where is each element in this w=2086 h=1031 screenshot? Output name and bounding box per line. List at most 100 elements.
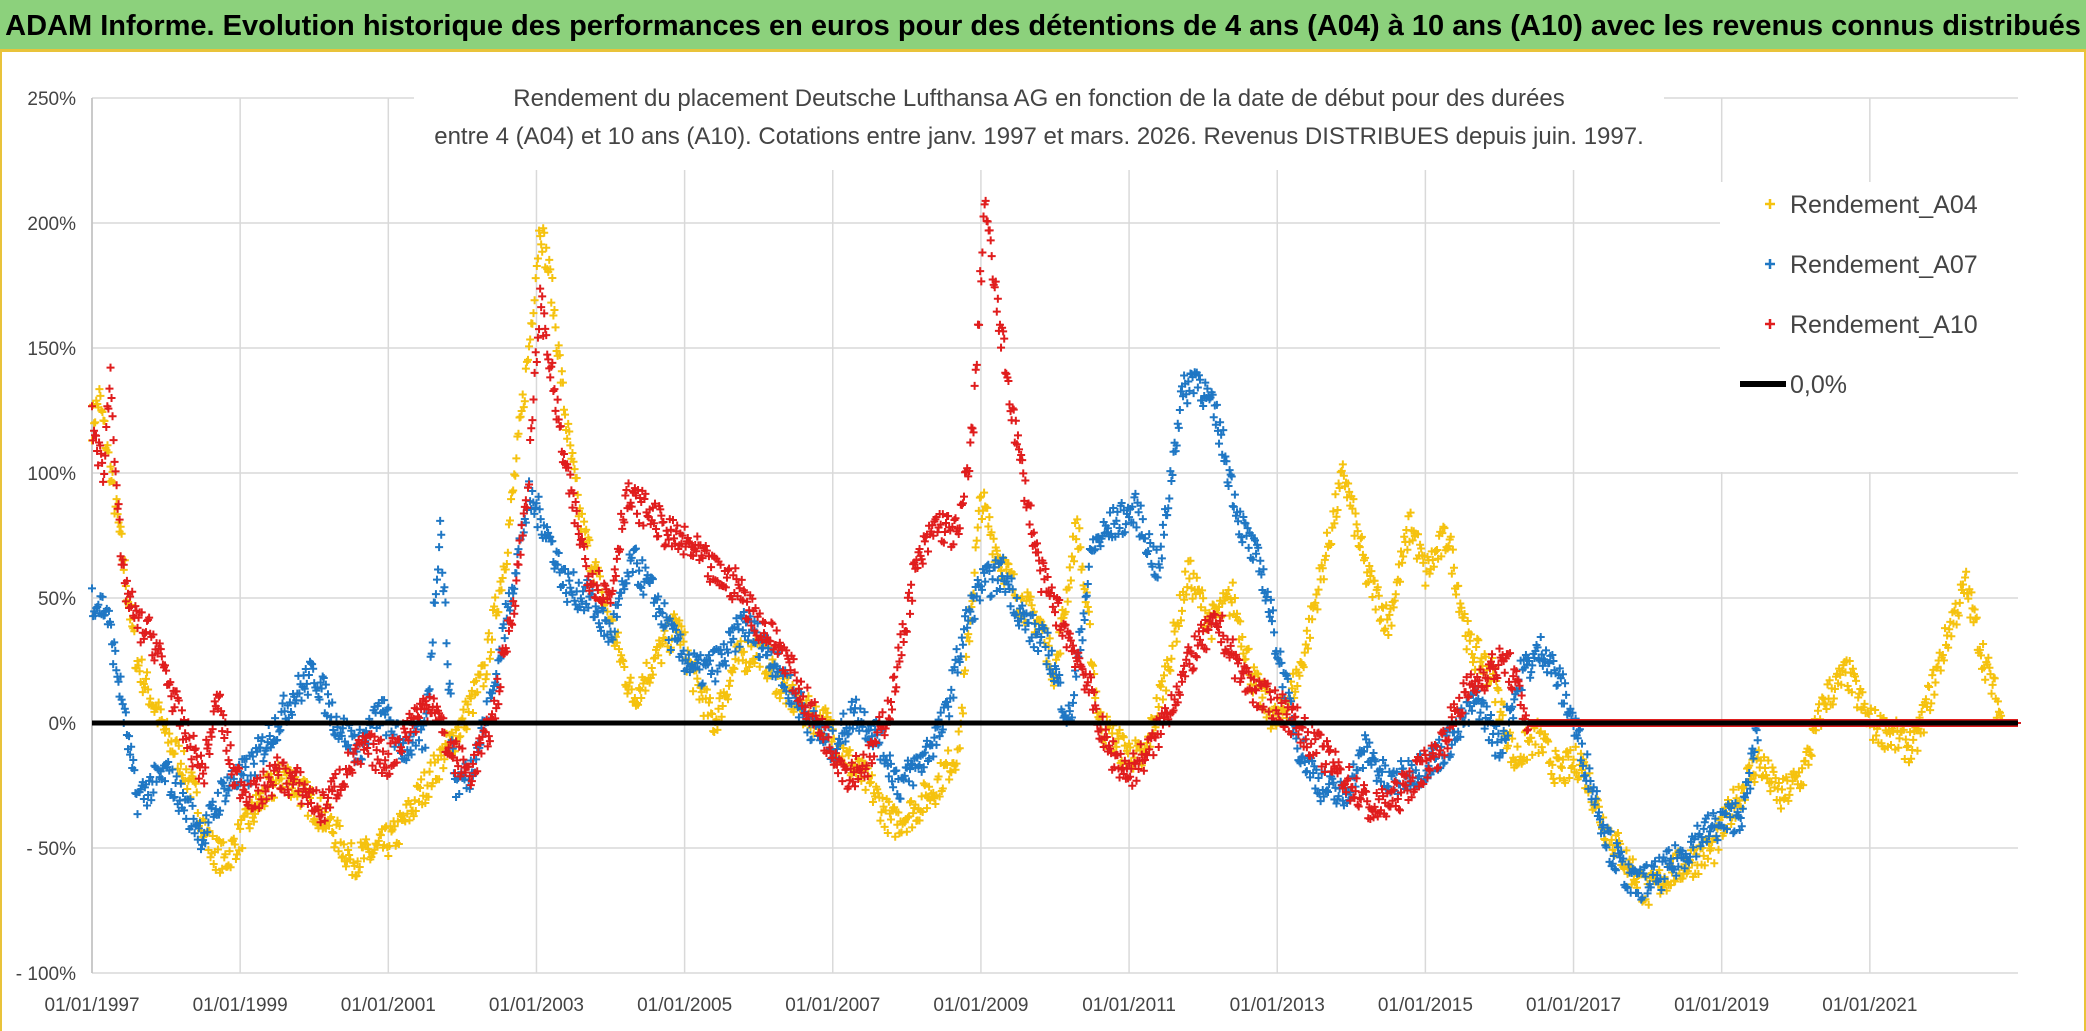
data-point [959, 492, 968, 501]
data-point [1459, 613, 1468, 622]
data-point [1556, 762, 1565, 771]
data-point [1183, 583, 1192, 592]
data-point [152, 703, 161, 712]
data-point [106, 462, 115, 471]
data-point [964, 630, 973, 639]
data-point [328, 827, 337, 836]
data-point [1176, 616, 1185, 625]
data-point [532, 261, 541, 270]
data-point [954, 727, 963, 736]
data-point [1198, 586, 1207, 595]
data-point [1852, 676, 1861, 685]
data-point [1477, 654, 1486, 663]
data-point [1026, 592, 1035, 601]
data-point [1528, 750, 1537, 759]
data-point [736, 637, 745, 646]
data-point [707, 563, 716, 572]
data-point [1578, 765, 1586, 774]
data-point [509, 486, 518, 495]
data-point [561, 410, 570, 419]
data-point [1391, 590, 1400, 599]
data-point [462, 725, 471, 734]
data-point [1299, 663, 1308, 672]
data-point [332, 712, 341, 721]
data-point [1375, 616, 1384, 625]
data-point [1565, 774, 1574, 783]
data-point [1540, 730, 1549, 739]
data-point [997, 343, 1006, 352]
data-point [706, 694, 715, 703]
data-point [569, 568, 578, 577]
data-point [1544, 737, 1553, 746]
data-point [1238, 538, 1247, 547]
data-point [226, 863, 235, 872]
data-point [891, 687, 900, 696]
data-point [935, 792, 944, 801]
data-point [1165, 494, 1174, 503]
data-point [802, 696, 811, 705]
data-point [623, 689, 632, 698]
data-point [972, 360, 981, 369]
data-point [497, 586, 506, 595]
data-point [1538, 748, 1547, 757]
data-point [390, 822, 399, 831]
data-point [1338, 460, 1347, 469]
data-point [521, 496, 530, 505]
data-point [1470, 653, 1479, 662]
data-point [1319, 575, 1328, 584]
data-point [1440, 758, 1449, 767]
data-point [891, 832, 900, 841]
data-point [234, 820, 243, 829]
data-point [330, 843, 339, 852]
data-point [1384, 630, 1393, 639]
data-point [845, 746, 854, 755]
data-point [1000, 334, 1009, 343]
data-point [91, 418, 100, 427]
data-point [1160, 671, 1168, 680]
data-point [574, 578, 583, 587]
data-point [528, 416, 537, 425]
data-point [660, 542, 669, 551]
data-point [1527, 733, 1536, 742]
data-point [1189, 569, 1198, 578]
data-point [877, 808, 886, 817]
data-point [680, 628, 689, 637]
data-point [1013, 431, 1022, 440]
data-point [986, 592, 995, 601]
data-point [739, 647, 748, 656]
data-point [743, 667, 752, 676]
data-point [1330, 519, 1339, 528]
data-point [137, 655, 146, 664]
data-point [1542, 646, 1551, 655]
data-point [482, 670, 491, 679]
data-point [506, 516, 515, 525]
data-point [543, 350, 552, 359]
data-point [952, 759, 961, 768]
data-point [1349, 495, 1358, 504]
data-point [1052, 655, 1061, 664]
data-point [1730, 827, 1739, 836]
data-point [399, 811, 408, 820]
data-point [1761, 763, 1770, 772]
data-point [540, 228, 549, 237]
data-point [1456, 599, 1465, 608]
data-point [440, 583, 449, 592]
data-point [1192, 573, 1201, 582]
data-point [1537, 743, 1546, 752]
data-point [1228, 578, 1237, 587]
data-point [362, 835, 371, 844]
data-point [238, 844, 247, 853]
data-point [1308, 615, 1317, 624]
data-point [1170, 627, 1179, 636]
data-point [968, 424, 977, 433]
data-point [1132, 776, 1141, 785]
data-point [200, 779, 209, 788]
data-point [1246, 680, 1255, 689]
data-point [972, 536, 981, 545]
data-point [839, 709, 848, 718]
data-point [950, 516, 959, 525]
data-point [902, 827, 911, 836]
data-point [206, 853, 215, 862]
data-point [1655, 866, 1664, 875]
data-point [1947, 632, 1956, 641]
